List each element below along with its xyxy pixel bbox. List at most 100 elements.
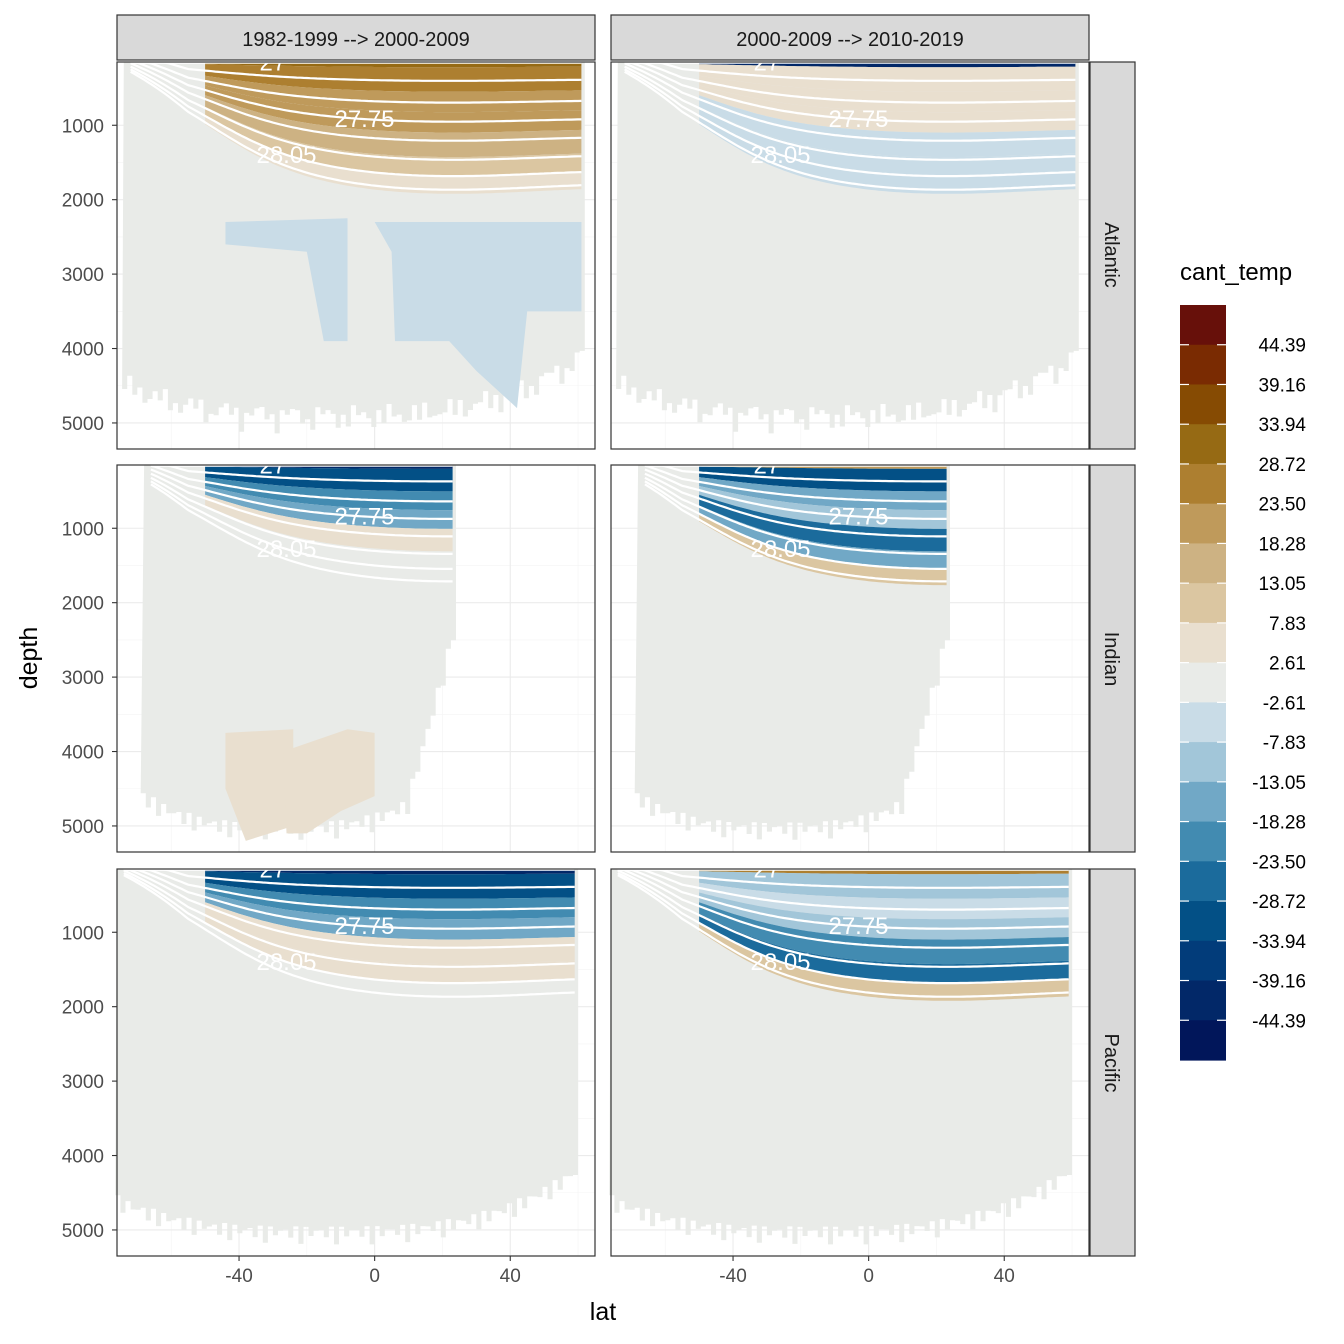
isopycnal-contour: [644, 468, 947, 520]
legend-color-bin: [1180, 384, 1226, 425]
isopycnal-contour: [123, 869, 575, 968]
y-tick-label: 3000: [62, 668, 104, 689]
isopycnal-contour: [130, 62, 582, 142]
isopycnal-contour: [624, 65, 1076, 161]
legend-label: 2.61: [1269, 654, 1306, 675]
legend-label: -13.05: [1252, 773, 1306, 794]
contour-label: 27: [260, 857, 287, 884]
isopycnal-contour: [123, 868, 575, 930]
anomaly-band: [205, 64, 582, 92]
legend-color-bin: [1180, 503, 1226, 545]
contour-label: 27.75: [828, 504, 888, 531]
isopycnal-contour: [624, 68, 1076, 178]
anomaly-band: [699, 95, 1076, 158]
legend-label: 33.94: [1258, 415, 1306, 436]
row-strip-pacific: [1089, 868, 1136, 1257]
legend-label: 39.16: [1258, 376, 1306, 397]
column-strip-label-1: 1982-1999 --> 2000-2009: [242, 29, 469, 51]
isopycnal-contour: [123, 868, 575, 911]
x-tick-label: 40: [994, 1266, 1015, 1287]
deep-anomaly-patch: [225, 218, 348, 342]
contour-label: 28.05: [256, 536, 316, 563]
isopycnal-contour: [150, 476, 453, 555]
y-tick-label: 2000: [62, 191, 104, 212]
panel-pacific-2: 27 27.75 28.05: [609, 857, 1090, 1257]
anomaly-band: [205, 62, 582, 68]
isopycnal-contour: [150, 483, 453, 583]
legend-label: -18.28: [1252, 813, 1306, 834]
legend-color-bin: [1180, 742, 1226, 783]
legend-color-bin: [1180, 305, 1226, 346]
isopycnal-contour: [150, 464, 453, 483]
y-tick-label: 3000: [62, 1072, 104, 1093]
anomaly-band: [699, 494, 947, 552]
contour-label: 27: [260, 453, 287, 480]
isopycnal-contour: [644, 472, 947, 538]
legend-label: 44.39: [1258, 336, 1306, 357]
isopycnal-contour: [624, 62, 1076, 142]
panel-indian-1: 27 27.75 28.05: [116, 453, 596, 853]
isopycnal-contour: [150, 464, 453, 503]
legend-color-bin: [1180, 543, 1226, 584]
isopycnal-contour: [617, 868, 1069, 930]
panel-indian-2: 27 27.75 28.05: [610, 453, 1090, 853]
y-axis-title: depth: [15, 627, 43, 690]
deep-anomaly-patch: [374, 222, 582, 409]
panel-frame: [116, 61, 596, 450]
anomaly-band: [205, 871, 575, 899]
contour-label: 27.75: [334, 504, 394, 531]
isopycnal-contour: [130, 68, 582, 178]
isopycnal-contour: [624, 61, 1076, 82]
isopycnal-contour: [617, 869, 1069, 968]
legend-color-bin: [1180, 463, 1226, 505]
legend-color-bin: [1180, 901, 1226, 942]
anomaly-band: [205, 869, 575, 875]
isopycnal-contour: [150, 468, 453, 520]
y-tick-label: 3000: [62, 265, 104, 286]
column-strip-1: [116, 14, 596, 61]
legend-label: 18.28: [1258, 534, 1306, 555]
isopycnal-contour: [123, 868, 575, 949]
legend-color-bin: [1180, 940, 1226, 982]
x-tick-label: 40: [500, 1266, 521, 1287]
row-strip-label-pacific: Pacific: [1100, 1034, 1122, 1093]
strips-layer: 1982-1999 --> 2000-2009 2000-2009 --> 20…: [116, 14, 1136, 1257]
y-tick-label: 1000: [62, 519, 104, 540]
isopycnal-contour: [624, 70, 1076, 191]
deep-anomaly-patch: [225, 729, 294, 841]
isopycnal-contour: [644, 476, 947, 555]
anomaly-band: [699, 62, 1076, 68]
isopycnal-contour: [624, 61, 1076, 104]
y-tick-label: 2000: [62, 998, 104, 1019]
legend-color-bin: [1180, 1020, 1226, 1061]
legend-color-bin: [1180, 861, 1226, 902]
legend-color-bin: [1180, 980, 1226, 1021]
y-tick-label: 5000: [62, 1221, 104, 1242]
column-strip-2: [610, 14, 1090, 61]
anomaly-band: [699, 871, 1069, 899]
y-tick-label: 4000: [62, 340, 104, 361]
isopycnal-contour: [130, 70, 582, 191]
legend-label: -23.50: [1252, 852, 1306, 873]
isopycnal-contour: [130, 61, 582, 82]
legend-label: 7.83: [1269, 614, 1306, 635]
contour-label: 28.05: [750, 536, 810, 563]
legend-label: -39.16: [1252, 972, 1306, 993]
contour-label: 28.05: [750, 949, 810, 976]
panel-frame: [610, 868, 1090, 1257]
anomaly-band: [205, 95, 582, 158]
anomaly-band: [699, 869, 1069, 875]
legend-label: -44.39: [1252, 1011, 1306, 1032]
y-tick-label: 5000: [62, 414, 104, 435]
legend-label: -33.94: [1252, 932, 1306, 953]
legend-label: 13.05: [1258, 574, 1306, 595]
isopycnal-contour: [617, 868, 1069, 949]
isopycnal-contour: [123, 868, 575, 889]
legend-color-bin: [1180, 344, 1226, 386]
panels-layer: 2727.7528.052727.7528.052727.7528.052727…: [115, 50, 1090, 1257]
row-strip-atlantic: [1089, 61, 1136, 450]
x-tick-label: 0: [369, 1266, 380, 1287]
